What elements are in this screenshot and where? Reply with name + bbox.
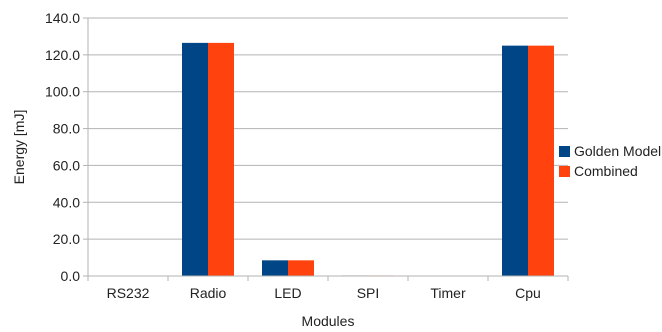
axes xyxy=(87,18,568,277)
x-axis-title: Modules xyxy=(302,313,355,329)
y-tick-label: 120.0 xyxy=(45,47,80,63)
x-tick-label: LED xyxy=(274,285,301,301)
legend-swatch xyxy=(559,166,570,177)
bar-led-combined xyxy=(288,260,314,276)
legend-swatch xyxy=(559,146,570,157)
x-tick-label: Cpu xyxy=(515,285,541,301)
x-tick-label: Timer xyxy=(430,285,466,301)
bar-radio-golden-model xyxy=(182,42,208,276)
y-tick-label: 80.0 xyxy=(53,121,80,137)
y-tick-label: 140.0 xyxy=(45,10,80,26)
y-axis-title: Energy [mJ] xyxy=(11,110,27,185)
bar-radio-combined xyxy=(208,42,234,276)
x-tick-label: RS232 xyxy=(107,285,150,301)
legend: Golden Model Combined xyxy=(559,143,661,179)
bar-cpu-combined xyxy=(528,45,554,277)
x-tick-label: Radio xyxy=(190,285,227,301)
y-tick-label: 0.0 xyxy=(61,268,81,284)
y-tick-label: 100.0 xyxy=(45,84,80,100)
x-tick-label: SPI xyxy=(357,285,380,301)
legend-label: Golden Model xyxy=(574,143,661,159)
legend-label: Combined xyxy=(574,163,638,179)
y-tick-labels: 0.0 20.0 40.0 60.0 80.0 100.0 120.0 140.0 xyxy=(45,10,80,284)
y-tick-label: 40.0 xyxy=(53,194,80,210)
bar-led-golden-model xyxy=(262,260,288,276)
y-tick-label: 60.0 xyxy=(53,157,80,173)
x-tick-labels: RS232 Radio LED SPI Timer Cpu xyxy=(107,285,541,301)
bars xyxy=(182,42,554,277)
bar-cpu-golden-model xyxy=(502,45,528,277)
grid-lines xyxy=(83,17,569,281)
y-tick-label: 20.0 xyxy=(53,231,80,247)
